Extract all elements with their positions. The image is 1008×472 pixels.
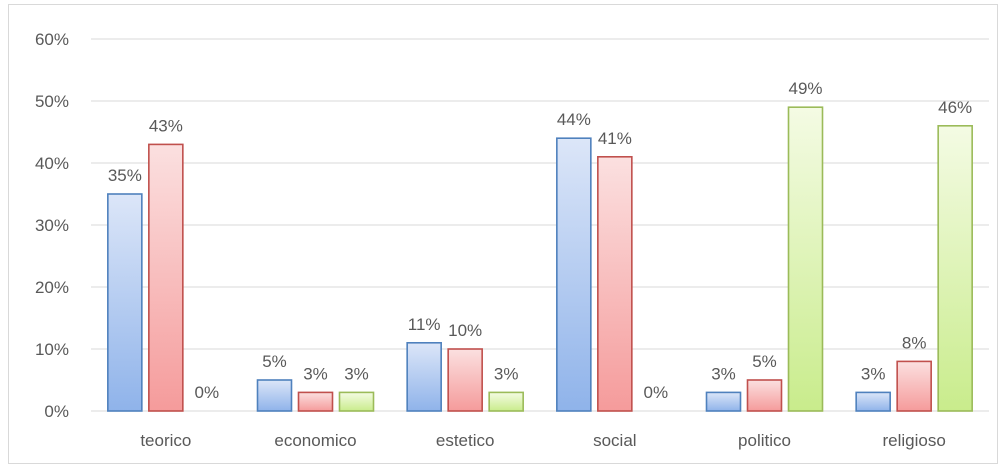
- x-tick-label: religioso: [883, 431, 946, 450]
- y-tick-label: 40%: [35, 154, 69, 173]
- bar-religioso-series-3: [937, 125, 973, 412]
- data-label: 0%: [644, 383, 669, 402]
- x-tick-label: social: [593, 431, 636, 450]
- bars: [107, 106, 973, 412]
- x-axis-ticks: teorico economico estetico social politico re…: [140, 431, 946, 450]
- y-tick-label: 60%: [35, 30, 69, 49]
- data-label: 43%: [149, 116, 183, 135]
- data-label: 11%: [408, 315, 441, 334]
- x-tick-label: politico: [738, 431, 791, 450]
- gridlines: [91, 38, 989, 412]
- data-label: 8%: [902, 333, 927, 352]
- bar-estetico-series-3: [488, 391, 524, 412]
- data-label: 35%: [108, 166, 142, 185]
- y-tick-label: 10%: [35, 340, 69, 359]
- data-label: 0%: [195, 383, 220, 402]
- chart-frame: 0% 10% 20% 30% 40% 50% 60% 35% 43% 0% 5% 3% 3% 11% 10…: [8, 4, 998, 464]
- y-tick-label: 0%: [44, 402, 69, 421]
- data-labels: 35% 43% 0% 5% 3% 3% 11% 10% 3% 44% 41% 0% 3% 5% 49% 3% 8…: [108, 79, 972, 402]
- bar-politico-series-2: [746, 379, 783, 412]
- y-tick-label: 50%: [35, 92, 69, 111]
- y-tick-label: 20%: [35, 278, 69, 297]
- data-label: 3%: [861, 364, 886, 383]
- bar-politico-series-3: [787, 106, 824, 412]
- bar-teorico-series-1: [107, 193, 143, 412]
- data-label: 3%: [711, 364, 736, 383]
- data-label: 46%: [938, 98, 972, 117]
- data-label: 3%: [494, 364, 519, 383]
- data-label: 3%: [303, 364, 328, 383]
- bar-economico-series-1: [256, 379, 293, 412]
- bar-estetico-series-2: [447, 348, 483, 412]
- data-label: 5%: [262, 352, 287, 371]
- data-label: 41%: [598, 129, 632, 148]
- bar-religioso-series-1: [855, 391, 891, 412]
- bar-teorico-series-2: [148, 143, 184, 412]
- x-tick-label: teorico: [140, 431, 191, 450]
- bar-politico-series-1: [705, 391, 742, 412]
- bar-economico-series-2: [297, 391, 334, 412]
- bar-social-series-1: [556, 137, 592, 412]
- bar-estetico-series-1: [406, 341, 442, 412]
- bar-economico-series-3: [338, 391, 375, 412]
- data-label: 5%: [752, 352, 777, 371]
- bar-religioso-series-2: [896, 360, 932, 412]
- bar-social-series-2: [597, 156, 633, 412]
- x-tick-label: economico: [274, 431, 356, 450]
- data-label: 44%: [557, 110, 591, 129]
- y-tick-label: 30%: [35, 216, 69, 235]
- data-label: 49%: [788, 79, 822, 98]
- data-label: 3%: [344, 364, 369, 383]
- data-label: 10%: [448, 321, 482, 340]
- bar-chart: 0% 10% 20% 30% 40% 50% 60% 35% 43% 0% 5% 3% 3% 11% 10…: [35, 30, 989, 450]
- x-tick-label: estetico: [436, 431, 495, 450]
- y-axis-ticks: 0% 10% 20% 30% 40% 50% 60%: [35, 30, 69, 421]
